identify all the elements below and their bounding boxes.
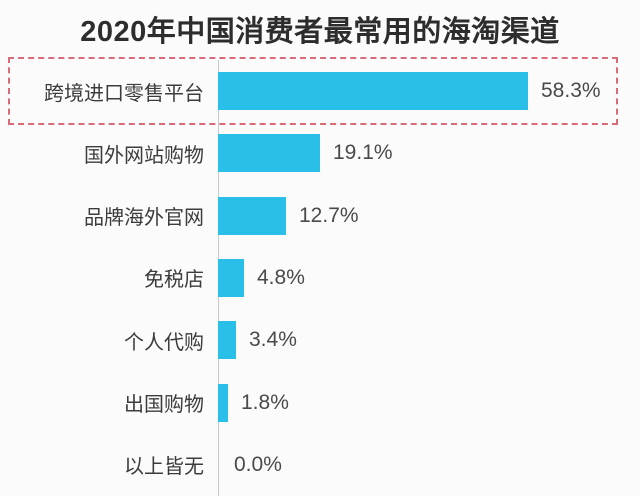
category-label: 出国购物 bbox=[124, 394, 204, 417]
bar-row: 国外网站购物 19.1% bbox=[0, 122, 640, 184]
bar bbox=[218, 72, 528, 111]
bar-track: 3.4% bbox=[218, 309, 640, 371]
bar bbox=[218, 196, 286, 235]
bar-track: 0.0% bbox=[218, 434, 640, 496]
chart-title: 2020年中国消费者最常用的海淘渠道 bbox=[80, 16, 560, 48]
value-label: 12.7% bbox=[299, 203, 359, 227]
category-label: 跨境进口零售平台 bbox=[44, 82, 204, 105]
value-label: 19.1% bbox=[333, 141, 393, 165]
value-label: 58.3% bbox=[541, 79, 601, 103]
value-label: 3.4% bbox=[249, 328, 297, 352]
bar-row: 个人代购 3.4% bbox=[0, 309, 640, 371]
bar-row: 跨境进口零售平台 58.3% bbox=[0, 60, 640, 122]
bar bbox=[218, 383, 228, 422]
bar-row: 出国购物 1.8% bbox=[0, 371, 640, 433]
bar-track: 19.1% bbox=[218, 122, 640, 184]
bar-track: 1.8% bbox=[218, 371, 640, 433]
bar-rows: 跨境进口零售平台 58.3% 国外网站购物 19.1% 品牌海外官网 12.7% 免税店 4.… bbox=[0, 60, 640, 496]
bar-row: 品牌海外官网 12.7% bbox=[0, 185, 640, 247]
category-label: 免税店 bbox=[144, 269, 204, 292]
bar-track: 12.7% bbox=[218, 185, 640, 247]
category-label: 个人代购 bbox=[124, 331, 204, 354]
value-label: 4.8% bbox=[257, 265, 305, 289]
bar-track: 4.8% bbox=[218, 247, 640, 309]
category-label: 以上皆无 bbox=[124, 456, 204, 479]
bar-row: 免税店 4.8% bbox=[0, 247, 640, 309]
bar bbox=[218, 258, 244, 297]
bar bbox=[218, 134, 320, 173]
bar bbox=[218, 321, 236, 360]
bar-track: 58.3% bbox=[218, 60, 640, 122]
value-label: 0.0% bbox=[234, 452, 282, 476]
category-label: 国外网站购物 bbox=[84, 144, 204, 167]
value-label: 1.8% bbox=[241, 390, 289, 414]
category-label: 品牌海外官网 bbox=[84, 207, 204, 230]
bar-row: 以上皆无 0.0% bbox=[0, 434, 640, 496]
